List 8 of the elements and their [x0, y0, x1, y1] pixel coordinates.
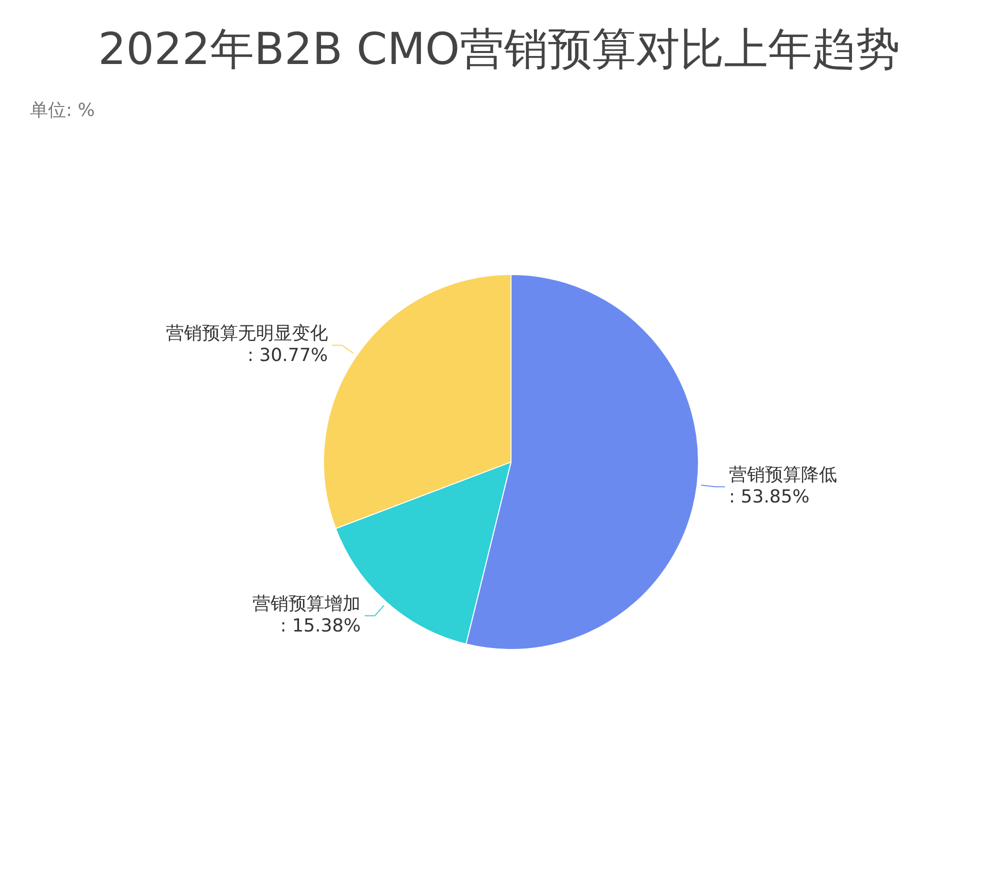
- data-label: : 53.85%: [729, 486, 810, 508]
- slice-label: 营销预算无明显变化: [166, 322, 328, 344]
- slice-label: 营销预算增加: [252, 593, 361, 614]
- data-label: : 15.38%: [280, 615, 361, 636]
- chart-title: 2022年B2B CMO营销预算对比上年趋势: [97, 23, 901, 77]
- chart-subtitle: 单位: %: [30, 99, 96, 122]
- data-label: : 30.77%: [247, 344, 328, 366]
- slice-label: 营销预算降低: [729, 464, 837, 486]
